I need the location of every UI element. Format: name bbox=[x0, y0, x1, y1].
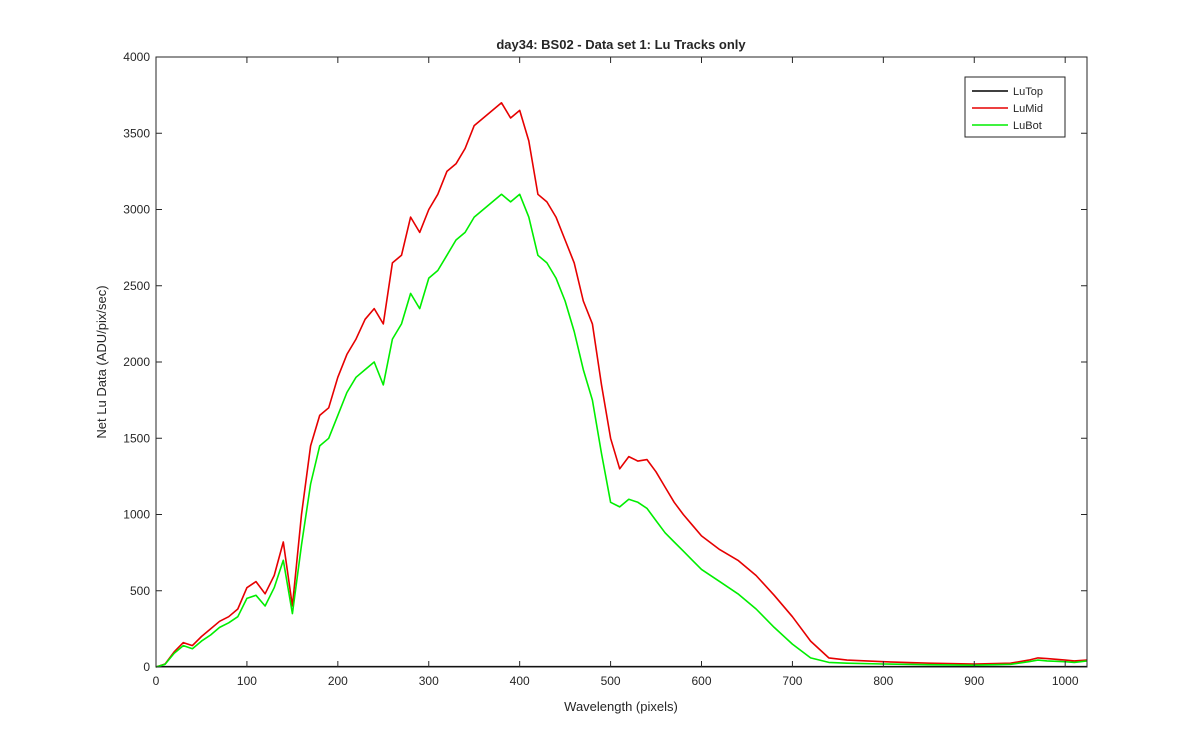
tick-layer: 0 100 200 300 400 500 600 700 800 900 1000 0 500 1000… bbox=[123, 50, 1087, 688]
y-tick-label: 500 bbox=[130, 584, 150, 598]
legend-label-lubot: LuBot bbox=[1013, 120, 1042, 132]
x-axis-label: Wavelength (pixels) bbox=[564, 699, 678, 714]
plot-area bbox=[156, 57, 1087, 667]
x-tick-label: 300 bbox=[419, 674, 439, 688]
y-axis-label: Net Lu Data (ADU/pix/sec) bbox=[94, 285, 109, 438]
series-line-lumid bbox=[155, 102, 1088, 668]
x-tick-label: 1000 bbox=[1052, 674, 1079, 688]
y-tick-label: 1000 bbox=[123, 508, 150, 522]
x-tick-label: 100 bbox=[237, 674, 257, 688]
x-tick-label: 200 bbox=[328, 674, 348, 688]
legend-label-lumid: LuMid bbox=[1013, 103, 1043, 115]
series-line-lubot bbox=[155, 193, 1088, 668]
legend-label-lutop: LuTop bbox=[1013, 86, 1043, 98]
x-tick-label: 800 bbox=[873, 674, 893, 688]
legend: LuTop LuMid LuBot bbox=[964, 76, 1066, 138]
x-tick-label: 500 bbox=[601, 674, 621, 688]
x-tick-label: 0 bbox=[153, 674, 160, 688]
x-tick-label: 900 bbox=[964, 674, 984, 688]
chart-title: day34: BS02 - Data set 1: Lu Tracks only bbox=[496, 37, 746, 52]
y-tick-label: 2500 bbox=[123, 279, 150, 293]
y-tick-label: 0 bbox=[143, 660, 150, 674]
legend-items: LuTop LuMid LuBot bbox=[972, 86, 1043, 132]
x-tick-label: 600 bbox=[691, 674, 711, 688]
y-tick-label: 3000 bbox=[123, 203, 150, 217]
x-tick-label: 700 bbox=[782, 674, 802, 688]
y-tick-label: 3500 bbox=[123, 126, 150, 140]
y-tick-label: 1500 bbox=[123, 431, 150, 445]
y-tick-label: 4000 bbox=[123, 50, 150, 64]
legend-box bbox=[964, 76, 1066, 138]
y-tick-label: 2000 bbox=[123, 355, 150, 369]
x-tick-label: 400 bbox=[510, 674, 530, 688]
